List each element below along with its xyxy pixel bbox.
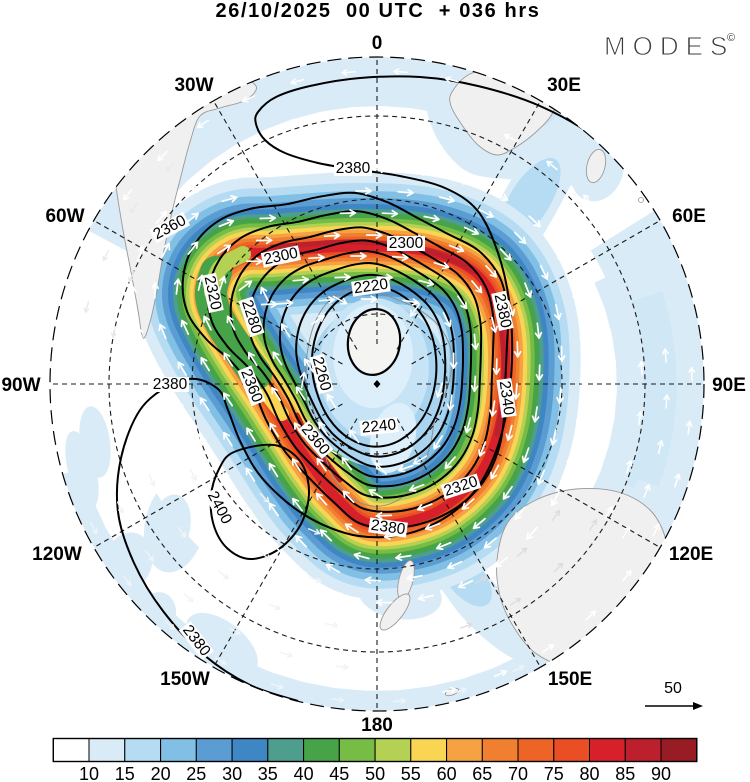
svg-text:2300: 2300 [389,235,424,252]
svg-text:90E: 90E [712,375,746,396]
svg-text:120E: 120E [669,544,713,565]
svg-text:©: © [727,32,735,44]
svg-text:35: 35 [258,764,278,782]
svg-text:50: 50 [664,680,682,697]
svg-text:150E: 150E [548,669,592,690]
svg-text:0: 0 [372,33,383,54]
svg-text:2300: 2300 [262,245,300,269]
svg-text:25: 25 [186,764,206,782]
svg-text:90W: 90W [1,375,40,396]
svg-text:180: 180 [361,715,393,736]
svg-text:2220: 2220 [353,276,390,298]
svg-text:75: 75 [544,764,564,782]
svg-text:60W: 60W [45,206,84,227]
svg-text:40: 40 [294,764,314,782]
svg-text:2320: 2320 [201,274,225,312]
svg-text:60: 60 [437,764,457,782]
svg-text:120W: 120W [32,544,82,565]
svg-text:2380: 2380 [370,517,407,539]
svg-text:150W: 150W [160,669,210,690]
svg-text:2380: 2380 [336,160,371,177]
svg-text:MODES: MODES [604,31,734,61]
svg-text:20: 20 [151,764,171,782]
svg-text:65: 65 [472,764,492,782]
svg-text:80: 80 [579,764,599,782]
svg-text:55: 55 [401,764,421,782]
svg-text:60E: 60E [672,206,706,227]
svg-text:45: 45 [329,764,349,782]
svg-text:30: 30 [222,764,242,782]
svg-text:2380: 2380 [491,292,515,330]
svg-text:15: 15 [115,764,135,782]
svg-text:2340: 2340 [496,380,518,417]
svg-text:10: 10 [79,764,99,782]
svg-text:30W: 30W [174,75,213,96]
svg-text:2240: 2240 [361,416,397,437]
svg-text:90: 90 [651,764,671,782]
svg-text:50: 50 [365,764,385,782]
svg-text:70: 70 [508,764,528,782]
svg-text:2380: 2380 [153,376,188,393]
svg-text:30E: 30E [547,75,581,96]
svg-text:85: 85 [615,764,635,782]
svg-text:26/10/2025 00 UTC + 036 hrs: 26/10/2025 00 UTC + 036 hrs [216,0,541,22]
